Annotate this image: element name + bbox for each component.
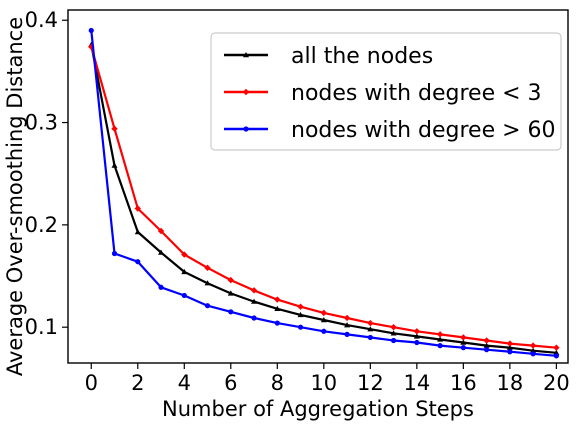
data-point-s2-x2 xyxy=(135,259,141,265)
data-point-s1-x12 xyxy=(367,319,374,327)
legend-label-0: all the nodes xyxy=(291,44,433,69)
data-point-s1-x5 xyxy=(204,264,211,272)
data-point-s2-x11 xyxy=(344,331,350,337)
data-point-s0-x12 xyxy=(367,326,374,332)
data-point-s2-x0 xyxy=(88,27,94,34)
data-point-s2-x9 xyxy=(297,324,304,330)
data-point-s0-x13 xyxy=(390,330,397,336)
data-point-s0-x9 xyxy=(297,311,304,318)
x-tick-label-4: 4 xyxy=(178,371,191,395)
plot-frame xyxy=(67,9,569,364)
x-tick-label-0: 0 xyxy=(85,371,98,395)
data-point-s2-x4 xyxy=(181,292,187,299)
data-point-s0-x20 xyxy=(553,349,560,355)
plot-area xyxy=(88,27,560,359)
data-point-s2-x17 xyxy=(484,347,490,353)
x-tick-label-16: 16 xyxy=(450,371,477,395)
data-point-s2-x3 xyxy=(158,284,164,290)
data-point-s1-x17 xyxy=(483,337,490,344)
y-tick-label-2: 0.3 xyxy=(25,111,58,135)
data-point-s2-x1 xyxy=(111,250,118,257)
x-tick-label-6: 6 xyxy=(224,371,237,395)
x-tick-label-14: 14 xyxy=(403,371,430,395)
x-axis-label: Number of Aggregation Steps xyxy=(162,397,474,421)
x-tick-label-12: 12 xyxy=(357,371,384,395)
data-point-s0-x11 xyxy=(344,322,351,328)
data-point-s1-x1 xyxy=(111,125,118,132)
data-point-s1-x3 xyxy=(157,227,165,235)
data-point-s2-x15 xyxy=(437,343,443,349)
axes: 0 2 4 6 8 10 12 14 16 18 20 0.1 0.2 0.3 0.4 xyxy=(25,8,570,395)
data-point-s0-x3 xyxy=(158,249,165,255)
y-axis-label: Average Over-smoothing Distance xyxy=(3,17,27,376)
data-point-s1-x16 xyxy=(460,334,467,341)
legend: all the nodes nodes with degree < 3 nodes … xyxy=(210,32,562,151)
x-tick-label-18: 18 xyxy=(496,371,523,395)
data-point-s1-x4 xyxy=(181,251,188,258)
legend-label-2: nodes with degree > 60 xyxy=(291,118,556,143)
data-point-s0-x4 xyxy=(181,268,188,275)
data-point-s2-x18 xyxy=(507,349,513,355)
x-tick-label-2: 2 xyxy=(131,371,144,395)
data-point-s1-x11 xyxy=(343,314,351,322)
data-point-s2-x14 xyxy=(414,339,420,346)
data-point-s2-x16 xyxy=(460,345,466,351)
data-point-s1-x6 xyxy=(227,276,234,284)
legend-marker-1 xyxy=(242,88,250,96)
data-point-s1-x10 xyxy=(320,309,328,317)
data-point-s2-x8 xyxy=(274,320,280,326)
x-tick-label-20: 20 xyxy=(543,371,570,395)
data-point-s1-x8 xyxy=(274,296,281,303)
data-point-s1-x20 xyxy=(553,344,560,351)
data-point-s0-x8 xyxy=(274,305,281,311)
data-point-s1-x2 xyxy=(134,205,141,212)
data-point-s0-x16 xyxy=(460,339,467,345)
data-point-s1-x14 xyxy=(413,328,421,335)
data-point-s1-x19 xyxy=(529,342,537,349)
data-point-s0-x5 xyxy=(204,280,211,286)
y-tick-label-3: 0.4 xyxy=(25,8,58,32)
data-point-s2-x13 xyxy=(390,337,397,344)
data-point-s0-x10 xyxy=(320,317,327,323)
data-point-s2-x20 xyxy=(553,353,559,359)
data-point-s0-x7 xyxy=(251,298,258,304)
x-tick-label-10: 10 xyxy=(310,371,337,395)
data-point-s1-x0 xyxy=(88,43,95,51)
y-tick-label-1: 0.2 xyxy=(25,213,58,237)
data-point-s2-x12 xyxy=(367,334,373,341)
data-point-s0-x1 xyxy=(111,162,118,168)
x-tick-label-8: 8 xyxy=(271,371,284,395)
data-point-s0-x6 xyxy=(227,290,234,296)
data-point-s1-x7 xyxy=(250,287,258,294)
data-point-s0-x14 xyxy=(413,333,420,339)
data-point-s2-x6 xyxy=(228,309,234,315)
data-point-s0-x19 xyxy=(530,347,537,353)
legend-label-1: nodes with degree < 3 xyxy=(291,81,542,106)
y-tick-label-0: 0.1 xyxy=(25,315,58,339)
data-point-s2-x10 xyxy=(321,328,327,334)
legend-marker-0 xyxy=(243,52,249,58)
legend-marker-2 xyxy=(243,126,249,132)
data-point-s2-x7 xyxy=(251,315,257,321)
data-point-s0-x18 xyxy=(506,344,513,350)
legend-frame xyxy=(210,32,562,151)
data-point-s2-x5 xyxy=(204,303,211,309)
data-point-s1-x9 xyxy=(297,303,304,310)
data-point-s0-x2 xyxy=(134,229,141,235)
data-point-s1-x15 xyxy=(436,331,444,338)
data-point-s1-x13 xyxy=(390,323,397,331)
data-point-s1-x18 xyxy=(506,340,514,347)
data-point-s0-x15 xyxy=(437,336,444,342)
data-point-s2-x19 xyxy=(530,351,536,357)
data-point-s0-x17 xyxy=(483,342,490,348)
